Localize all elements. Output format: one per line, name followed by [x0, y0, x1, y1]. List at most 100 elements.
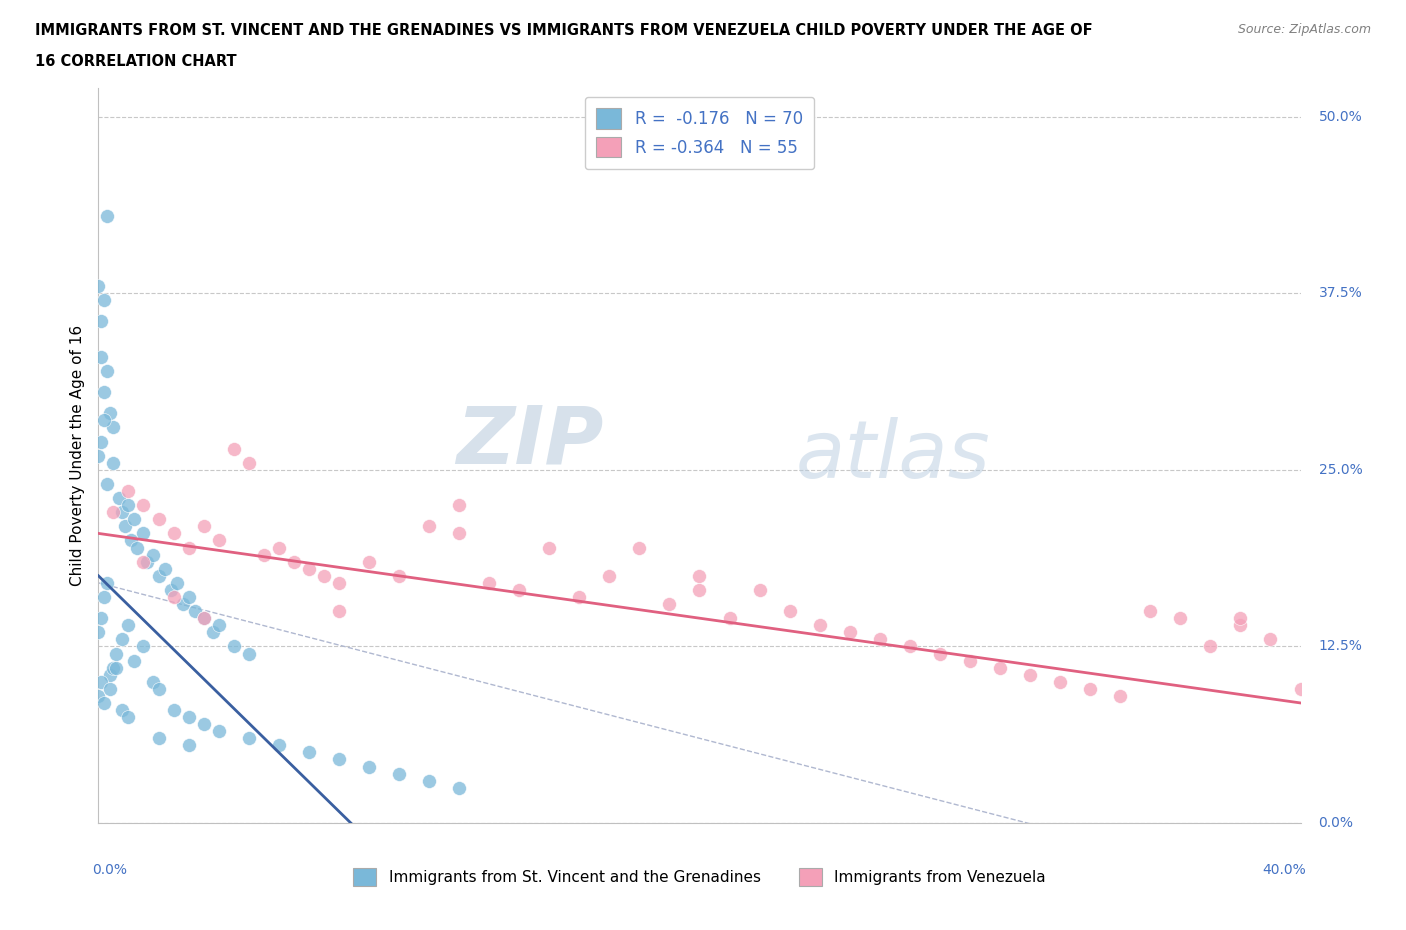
Point [1229, 611, 1251, 626]
Point [114, 519, 136, 534]
Point [108, 491, 131, 506]
Point [447, 498, 470, 512]
Point [238, 456, 260, 471]
Point [222, 639, 245, 654]
Point [357, 554, 380, 569]
Text: 50.0%: 50.0% [1319, 110, 1362, 124]
Point [183, 604, 205, 618]
Point [658, 597, 681, 612]
Point [447, 526, 470, 541]
Point [388, 568, 411, 583]
Point [208, 618, 231, 632]
Point [100, 667, 122, 682]
Point [193, 611, 215, 626]
Point [148, 682, 170, 697]
Point [328, 752, 350, 767]
Point [117, 498, 139, 512]
Point [105, 646, 128, 661]
Point [869, 632, 891, 647]
Point [117, 484, 139, 498]
Point [177, 737, 200, 752]
Text: 16 CORRELATION CHART: 16 CORRELATION CHART [35, 54, 236, 69]
Text: 0.0%: 0.0% [1319, 816, 1354, 830]
Point [132, 554, 155, 569]
Text: 40.0%: 40.0% [1263, 863, 1306, 878]
Point [141, 674, 163, 689]
Point [177, 590, 200, 604]
Point [312, 568, 335, 583]
Point [90, 674, 112, 689]
Point [298, 562, 321, 577]
Point [96, 476, 118, 491]
Point [117, 618, 139, 632]
Point [748, 582, 770, 597]
Point [538, 540, 561, 555]
Point [111, 702, 134, 717]
Point [193, 611, 215, 626]
Point [111, 632, 134, 647]
Point [93, 293, 115, 308]
Point [568, 590, 591, 604]
Point [90, 350, 112, 365]
Point [96, 208, 118, 223]
Point [1199, 639, 1222, 654]
Point [93, 385, 115, 400]
Point [132, 498, 155, 512]
Point [87, 279, 110, 294]
Point [172, 597, 194, 612]
Point [193, 519, 215, 534]
Point [105, 660, 128, 675]
Point [162, 526, 184, 541]
Point [238, 646, 260, 661]
Point [1139, 604, 1161, 618]
Point [166, 576, 188, 591]
Point [124, 512, 146, 526]
Point [628, 540, 651, 555]
Point [141, 547, 163, 562]
Point [478, 576, 501, 591]
Point [93, 590, 115, 604]
Point [388, 766, 411, 781]
Point [87, 448, 110, 463]
Point [193, 717, 215, 732]
Legend: Immigrants from St. Vincent and the Grenadines, Immigrants from Venezuela: Immigrants from St. Vincent and the Gren… [347, 862, 1052, 893]
Point [1260, 632, 1282, 647]
Point [418, 519, 440, 534]
Point [718, 611, 741, 626]
Text: IMMIGRANTS FROM ST. VINCENT AND THE GRENADINES VS IMMIGRANTS FROM VENEZUELA CHIL: IMMIGRANTS FROM ST. VINCENT AND THE GREN… [35, 23, 1092, 38]
Point [100, 405, 122, 420]
Point [90, 434, 112, 449]
Point [87, 688, 110, 703]
Point [688, 582, 710, 597]
Point [929, 646, 952, 661]
Point [87, 625, 110, 640]
Point [93, 413, 115, 428]
Point [267, 540, 290, 555]
Text: atlas: atlas [796, 417, 990, 495]
Point [1170, 611, 1192, 626]
Point [153, 562, 176, 577]
Point [357, 759, 380, 774]
Point [688, 568, 710, 583]
Point [838, 625, 860, 640]
Point [779, 604, 801, 618]
Point [283, 554, 305, 569]
Point [208, 724, 231, 738]
Point [238, 731, 260, 746]
Text: ZIP: ZIP [456, 402, 603, 480]
Point [328, 604, 350, 618]
Point [132, 639, 155, 654]
Point [103, 505, 125, 520]
Point [103, 456, 125, 471]
Point [124, 653, 146, 668]
Point [208, 533, 231, 548]
Point [201, 625, 224, 640]
Point [148, 731, 170, 746]
Point [959, 653, 981, 668]
Point [132, 526, 155, 541]
Point [328, 576, 350, 591]
Point [162, 590, 184, 604]
Point [117, 710, 139, 724]
Text: 12.5%: 12.5% [1319, 640, 1362, 654]
Point [1049, 674, 1071, 689]
